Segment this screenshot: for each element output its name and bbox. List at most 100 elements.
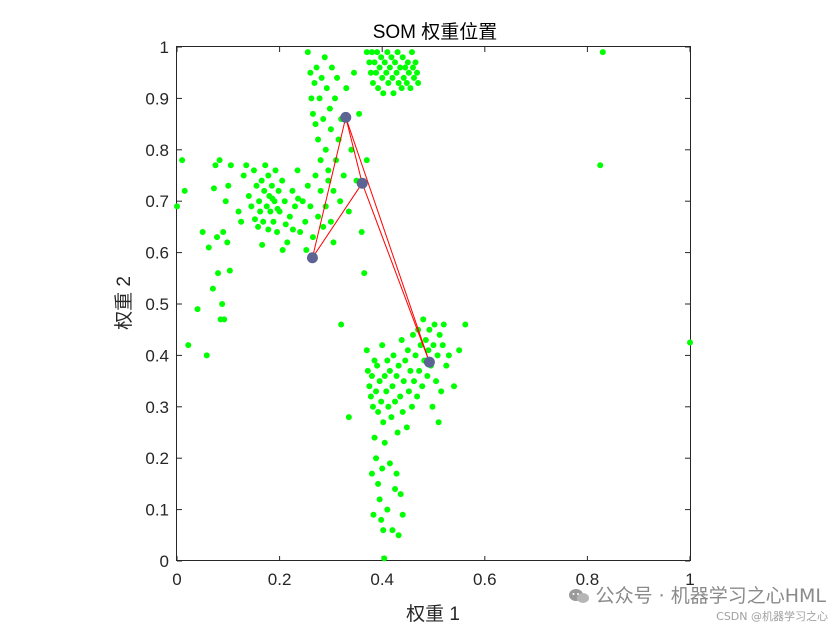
data-point — [380, 90, 387, 97]
data-point — [313, 64, 320, 71]
data-point — [438, 388, 445, 395]
data-point — [379, 465, 386, 472]
data-point — [373, 388, 380, 395]
data-point — [392, 59, 399, 66]
data-point — [368, 372, 375, 379]
data-point — [255, 223, 262, 230]
data-point — [284, 239, 291, 246]
data-point — [378, 516, 385, 523]
data-point — [373, 69, 380, 76]
data-point — [258, 177, 265, 184]
data-point — [424, 372, 431, 379]
data-point — [412, 352, 419, 359]
data-point — [259, 241, 266, 248]
data-point — [407, 367, 414, 374]
data-point — [385, 79, 392, 86]
x-tick-label: 1 — [685, 570, 694, 589]
data-point — [371, 434, 378, 441]
data-point — [393, 69, 400, 76]
data-point — [409, 331, 416, 338]
x-tick-label: 0.4 — [370, 570, 394, 589]
data-point — [399, 408, 406, 415]
data-point — [216, 157, 223, 164]
data-point — [312, 121, 319, 128]
data-point — [245, 193, 252, 200]
data-point — [398, 85, 405, 92]
data-point — [289, 187, 296, 194]
data-point — [371, 59, 378, 66]
data-point — [393, 372, 400, 379]
data-point — [345, 414, 352, 421]
neuron-marker — [340, 111, 352, 123]
data-point — [412, 59, 419, 66]
data-point — [302, 218, 309, 225]
data-point — [378, 54, 385, 61]
data-point — [363, 49, 370, 56]
data-point — [269, 195, 276, 202]
data-point — [299, 198, 306, 205]
data-point — [404, 347, 411, 354]
data-point — [379, 342, 386, 349]
data-point — [320, 115, 327, 122]
data-point — [224, 239, 231, 246]
data-point — [414, 69, 421, 76]
data-point — [199, 229, 206, 236]
data-point — [599, 49, 606, 56]
data-point — [380, 419, 387, 426]
data-point — [451, 383, 458, 390]
data-point — [225, 182, 232, 189]
data-point — [369, 79, 376, 86]
neuron-connection — [312, 182, 363, 259]
data-point — [358, 229, 365, 236]
data-point — [389, 383, 396, 390]
data-point — [366, 59, 373, 66]
data-point — [317, 157, 324, 164]
y-axis-label: 权重 2 — [113, 276, 135, 330]
data-point — [220, 229, 227, 236]
data-point — [386, 367, 393, 374]
data-point — [415, 79, 422, 86]
data-point — [405, 69, 412, 76]
data-point — [419, 383, 426, 390]
data-point — [390, 352, 397, 359]
data-point — [411, 74, 418, 81]
data-point — [435, 419, 442, 426]
data-point — [243, 162, 250, 169]
data-point — [327, 126, 334, 133]
x-tick-label: 0.2 — [268, 570, 292, 589]
data-point — [263, 203, 270, 210]
data-point — [303, 247, 310, 254]
data-point — [307, 69, 314, 76]
data-point — [364, 367, 371, 374]
data-point — [210, 185, 217, 192]
data-point — [340, 172, 347, 179]
data-point — [311, 79, 318, 86]
data-point — [367, 393, 374, 400]
data-point — [345, 208, 352, 215]
watermark-main: 公众号 · 机器学习之心HML — [568, 581, 826, 608]
data-point — [327, 218, 334, 225]
data-point — [257, 208, 264, 215]
plot-frame — [176, 46, 691, 561]
data-point — [330, 239, 337, 246]
data-point — [304, 182, 311, 189]
data-point — [389, 527, 396, 534]
data-point — [383, 69, 390, 76]
data-point — [394, 429, 401, 436]
data-point — [376, 378, 383, 385]
data-point — [235, 208, 242, 215]
data-point — [248, 203, 255, 210]
x-tick-label: 0 — [172, 570, 181, 589]
data-point — [436, 331, 443, 338]
data-point — [443, 362, 450, 369]
data-point — [251, 216, 258, 223]
data-point — [279, 247, 286, 254]
data-point — [308, 95, 315, 102]
data-point — [400, 378, 407, 385]
data-point — [275, 187, 282, 194]
data-point — [431, 321, 438, 328]
data-point — [379, 74, 386, 81]
data-point — [253, 182, 260, 189]
data-point — [425, 347, 432, 354]
